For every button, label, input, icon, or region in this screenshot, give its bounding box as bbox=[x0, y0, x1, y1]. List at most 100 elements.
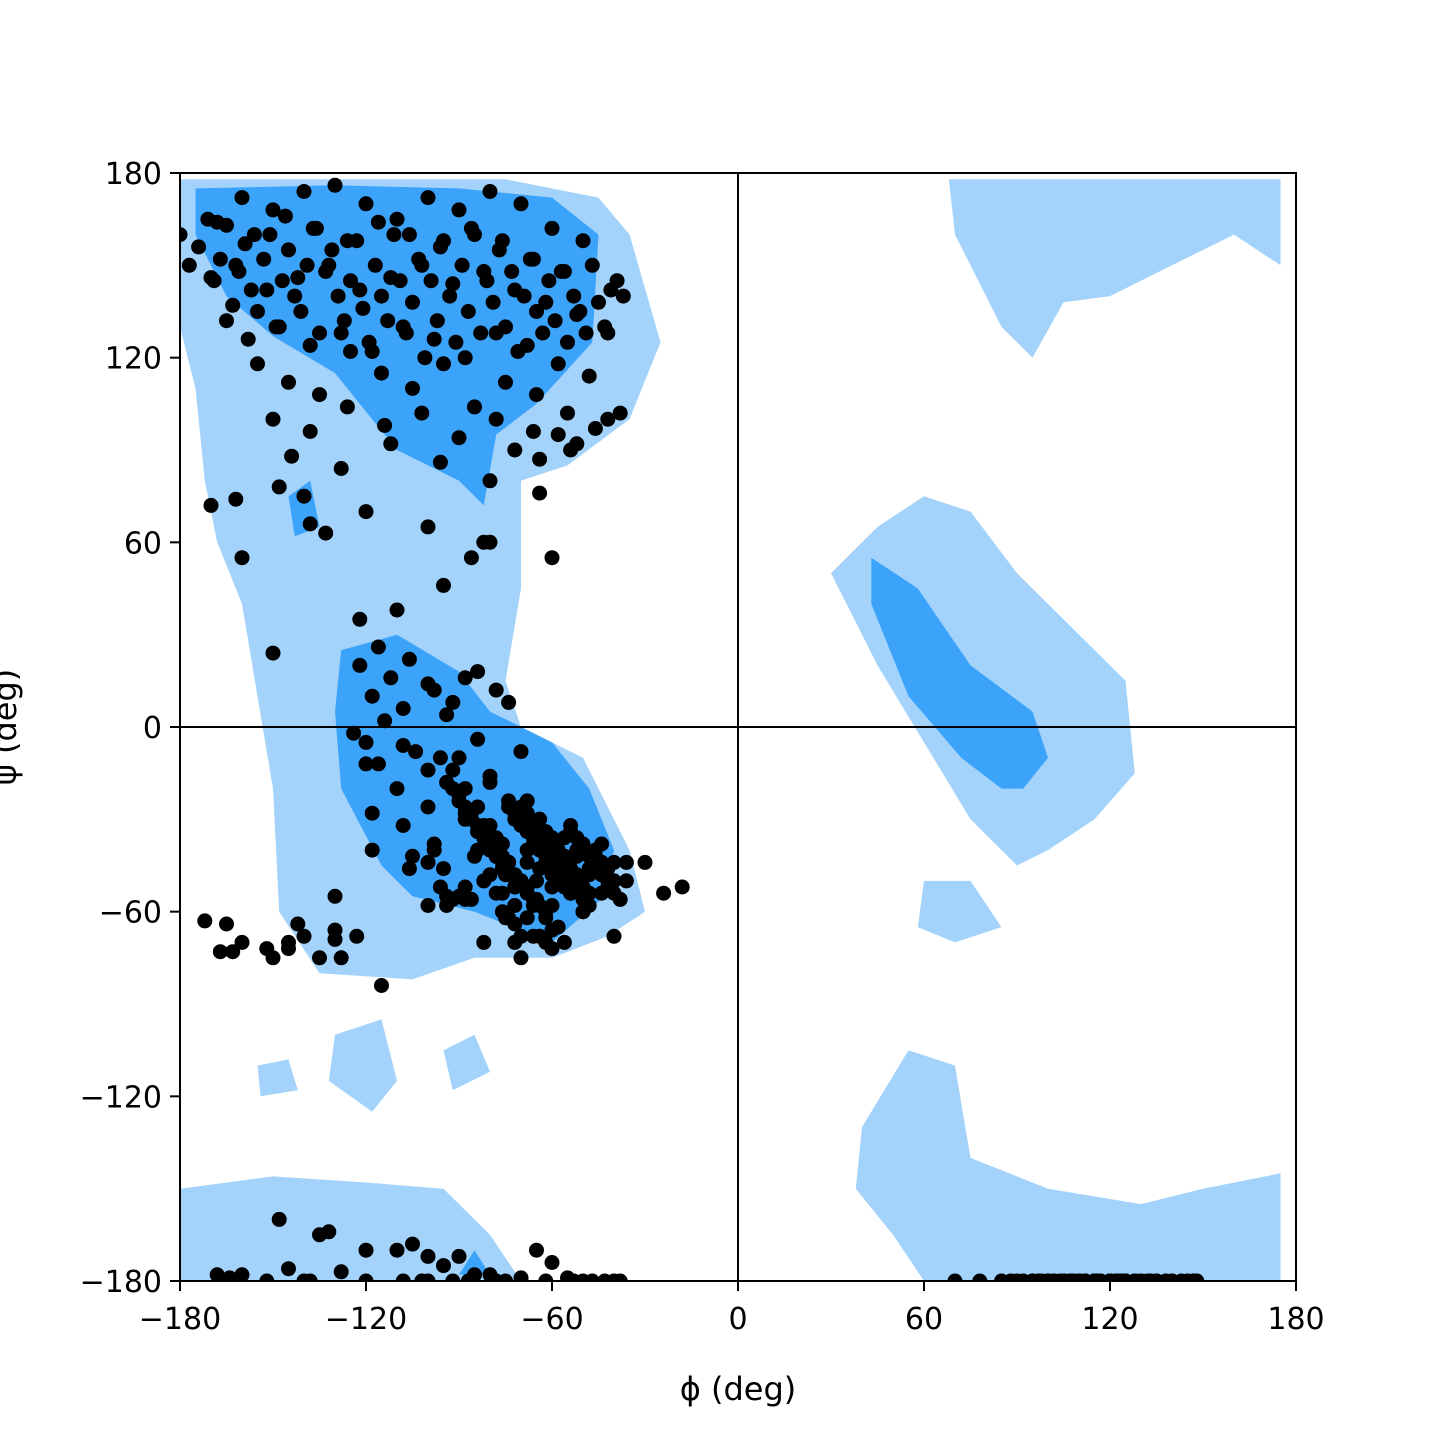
data-point bbox=[600, 411, 616, 427]
data-point bbox=[265, 950, 281, 966]
data-point bbox=[370, 214, 386, 230]
data-point bbox=[485, 294, 501, 310]
data-point bbox=[333, 1264, 349, 1280]
data-point bbox=[364, 688, 380, 704]
data-point bbox=[463, 550, 479, 566]
data-point bbox=[287, 288, 303, 304]
data-point bbox=[454, 257, 470, 273]
data-point bbox=[414, 405, 430, 421]
data-point bbox=[358, 1242, 374, 1258]
data-point bbox=[271, 479, 287, 495]
data-point bbox=[532, 811, 548, 827]
data-point bbox=[538, 848, 554, 864]
data-point bbox=[191, 239, 207, 255]
data-point bbox=[451, 787, 467, 803]
data-point bbox=[389, 781, 405, 797]
data-point bbox=[587, 421, 603, 436]
data-point bbox=[488, 1273, 504, 1281]
data-point bbox=[501, 854, 517, 870]
data-point bbox=[324, 242, 340, 258]
data-point bbox=[395, 738, 411, 753]
data-point bbox=[532, 451, 548, 467]
data-point bbox=[498, 374, 513, 390]
data-point bbox=[383, 270, 399, 286]
region-allowed-2 bbox=[328, 1019, 397, 1112]
data-point bbox=[274, 273, 290, 289]
data-point bbox=[358, 1273, 374, 1281]
data-point bbox=[358, 196, 374, 212]
data-point bbox=[358, 504, 374, 520]
data-point bbox=[451, 750, 467, 766]
data-point bbox=[432, 454, 448, 470]
data-point bbox=[197, 913, 213, 929]
data-point bbox=[420, 762, 436, 778]
y-tick-label: 0 bbox=[143, 711, 162, 746]
data-point bbox=[296, 184, 312, 199]
data-point bbox=[529, 387, 544, 403]
x-tick-label: −60 bbox=[520, 1302, 583, 1337]
data-point bbox=[507, 282, 523, 298]
data-point bbox=[504, 264, 520, 279]
data-point bbox=[246, 227, 262, 243]
data-point bbox=[591, 294, 606, 310]
data-point bbox=[947, 1273, 963, 1281]
data-point bbox=[312, 387, 327, 403]
reference-lines bbox=[180, 173, 1296, 1281]
data-point bbox=[674, 879, 690, 895]
data-point bbox=[463, 811, 479, 827]
data-point bbox=[293, 304, 309, 319]
data-point bbox=[405, 294, 420, 310]
data-point bbox=[563, 861, 579, 877]
data-point bbox=[578, 325, 594, 341]
data-point bbox=[535, 325, 551, 341]
data-point bbox=[488, 325, 504, 341]
data-point bbox=[476, 534, 492, 550]
data-point bbox=[436, 356, 451, 372]
data-point bbox=[460, 1273, 476, 1281]
data-point bbox=[312, 325, 327, 341]
data-point bbox=[445, 276, 461, 292]
data-point bbox=[395, 818, 411, 833]
data-point bbox=[1127, 1273, 1143, 1281]
data-point bbox=[467, 399, 482, 415]
data-point bbox=[494, 233, 510, 249]
data-point bbox=[606, 873, 622, 889]
data-point bbox=[544, 550, 560, 566]
data-point bbox=[318, 525, 334, 541]
data-point bbox=[339, 233, 355, 249]
data-point bbox=[519, 879, 535, 895]
data-point bbox=[519, 854, 535, 870]
region-allowed-1 bbox=[180, 1176, 521, 1281]
data-point bbox=[327, 888, 343, 904]
data-point bbox=[525, 251, 541, 267]
data-point bbox=[637, 854, 653, 870]
data-point bbox=[290, 270, 306, 286]
data-point bbox=[225, 944, 241, 960]
data-point bbox=[544, 879, 560, 895]
data-point bbox=[302, 1273, 318, 1281]
data-point bbox=[219, 313, 234, 329]
data-point bbox=[383, 436, 399, 452]
data-point bbox=[420, 190, 436, 206]
data-point bbox=[234, 550, 250, 566]
data-point bbox=[451, 1248, 467, 1264]
data-point bbox=[618, 854, 634, 870]
data-point bbox=[330, 288, 346, 304]
region-allowed-5 bbox=[948, 179, 1281, 358]
data-point bbox=[284, 448, 300, 464]
data-point bbox=[563, 885, 579, 901]
x-axis-title: ϕ (deg) bbox=[680, 1370, 797, 1408]
y-tick-label: 120 bbox=[105, 342, 162, 377]
data-point bbox=[417, 350, 433, 366]
data-point bbox=[575, 879, 591, 895]
data-point bbox=[538, 934, 554, 950]
data-point bbox=[380, 313, 396, 329]
data-point bbox=[349, 928, 365, 944]
data-points bbox=[180, 177, 1205, 1281]
data-point bbox=[401, 227, 417, 243]
data-point bbox=[550, 356, 566, 372]
data-point bbox=[513, 950, 529, 966]
data-point bbox=[321, 257, 337, 273]
data-point bbox=[1149, 1273, 1164, 1281]
